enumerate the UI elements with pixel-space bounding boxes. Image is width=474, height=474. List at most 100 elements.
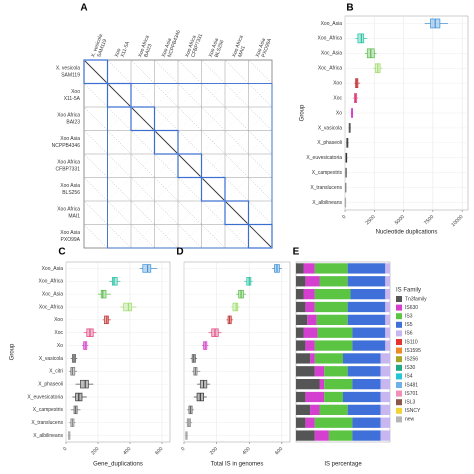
bar-segment <box>385 289 390 300</box>
legend-swatch <box>396 373 402 380</box>
dot-diagonal <box>249 131 272 154</box>
bar-segment <box>303 327 318 338</box>
row-label-strain: SAM119 <box>61 73 80 79</box>
bar-segment <box>352 340 386 351</box>
row-label-name: Xoo Africa <box>57 160 80 166</box>
x-tick-label: 200 <box>90 446 100 456</box>
bar-segment <box>380 379 390 390</box>
legend-label: Tn3family <box>405 296 427 302</box>
bar-segment <box>303 289 315 300</box>
dot-diagonal <box>202 60 225 83</box>
panel-letter: B <box>346 3 353 14</box>
legend-swatch <box>396 390 402 397</box>
legend-swatch <box>396 416 402 423</box>
col-label-strain: X11-5A <box>120 40 131 58</box>
y-tick-label: Xoc <box>54 330 63 336</box>
row-label-name: Xoo <box>71 89 80 95</box>
dot-diagonal <box>249 178 272 201</box>
bar-segment <box>347 366 381 377</box>
bar-segment <box>314 340 353 351</box>
dot-diagonal <box>178 84 201 107</box>
bar-segment <box>347 404 381 415</box>
bar-segment <box>296 301 306 313</box>
dot-diagonal <box>84 60 107 83</box>
bar-segment <box>385 340 390 351</box>
dot-diagonal <box>249 60 272 83</box>
dot-diagonal <box>155 225 178 248</box>
y-tick-label: Xoc_Asia <box>42 291 63 297</box>
bar-segment <box>296 263 304 274</box>
legend-label: IS256 <box>405 357 418 363</box>
row-label-strain: BLS256 <box>62 190 80 196</box>
row-label-strain: BAI23 <box>66 120 80 126</box>
bar-segment <box>310 404 320 415</box>
y-tick-label: X_vasicola <box>39 356 63 362</box>
bar-segment <box>296 379 320 390</box>
bar-segment <box>385 327 390 338</box>
dot-diagonal <box>108 178 131 201</box>
y-tick-label: X_campestris <box>312 170 343 176</box>
legend-swatch <box>396 382 402 388</box>
bar-segment <box>296 391 306 403</box>
bar-segment <box>350 289 386 300</box>
y-tick-label: X_euvesicatoria <box>306 155 342 161</box>
y-tick-label: Xoc_Asia <box>321 51 342 57</box>
bar-segment <box>307 314 317 325</box>
legend-swatch <box>396 407 402 414</box>
bar-segment <box>296 353 311 364</box>
bar-segment <box>352 417 381 428</box>
bar-segment <box>385 276 390 287</box>
box <box>123 302 132 312</box>
legend-label: new <box>405 417 415 423</box>
bar-segment <box>314 289 351 300</box>
bar-segment <box>296 417 306 428</box>
dot-diagonal <box>225 107 248 130</box>
bar-segment <box>324 391 343 403</box>
x-tick-label: 400 <box>122 446 132 456</box>
bar-segment <box>305 301 315 313</box>
dot-diagonal <box>249 107 272 130</box>
legend-swatch <box>396 313 402 320</box>
dot-diagonal <box>178 154 201 177</box>
col-label-strain: BLS256 <box>214 39 226 58</box>
legend-label: IS30 <box>405 365 416 371</box>
legend-label: IS3 <box>405 314 413 320</box>
dot-diagonal <box>202 225 225 248</box>
y-tick-label: Xo <box>336 110 342 116</box>
dot-diagonal <box>155 131 178 154</box>
legend-label: IS110 <box>405 339 418 345</box>
bar-segment <box>343 353 381 364</box>
dot-diagonal <box>155 60 178 83</box>
bar-segment <box>314 366 325 377</box>
dot-diagonal <box>225 178 248 201</box>
box <box>112 277 118 286</box>
bar-segment <box>319 379 325 390</box>
dot-diagonal <box>202 178 225 201</box>
dot-diagonal <box>155 201 178 224</box>
row-label-name: Xoo Africa <box>57 113 80 119</box>
bar-segment <box>303 263 315 274</box>
bar-segment <box>324 366 348 377</box>
dot-diagonal <box>178 107 201 130</box>
dot-diagonal <box>155 178 178 201</box>
legend-swatch <box>396 356 402 363</box>
dot-diagonal <box>108 84 131 107</box>
dot-diagonal <box>131 154 154 177</box>
legend-label: ISNCY <box>405 408 421 414</box>
dot-diagonal <box>155 84 178 107</box>
bar-segment <box>296 366 315 377</box>
bar-segment <box>324 379 353 390</box>
legend-label: IS6 <box>405 331 413 337</box>
dot-diagonal <box>225 84 248 107</box>
dot-diagonal <box>84 154 107 177</box>
y-tick-label: X_albilineans <box>33 433 63 439</box>
cluster-box <box>107 83 273 249</box>
legend-swatch <box>396 296 402 302</box>
dot-diagonal <box>131 178 154 201</box>
y-axis-label: Group <box>300 104 306 121</box>
dot-diagonal <box>84 131 107 154</box>
y-tick-label: Xo <box>57 343 63 349</box>
x-tick-label: 0 <box>341 214 347 220</box>
dot-diagonal <box>202 201 225 224</box>
